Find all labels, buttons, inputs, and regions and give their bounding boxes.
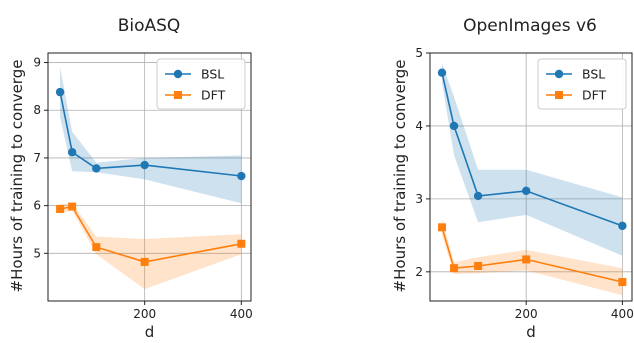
legend-label-bsl: BSL — [201, 67, 224, 82]
x-axis-label: d — [145, 323, 155, 341]
band-dft — [60, 203, 242, 290]
y-tick-label: 5 — [33, 246, 41, 260]
band-dft — [442, 219, 623, 296]
point-bsl — [437, 68, 447, 77]
legend-label-dft: DFT — [582, 88, 607, 103]
point-bsl — [449, 121, 459, 131]
point-bsl — [92, 164, 101, 173]
point-bsl — [140, 160, 149, 170]
y-axis-label: #Hours of training to converge — [391, 60, 409, 293]
point-dft — [450, 264, 459, 273]
point-dft — [68, 202, 77, 211]
y-tick-label: 8 — [33, 103, 41, 117]
legend-label-dft: DFT — [201, 88, 226, 103]
chart-title: OpenImages v6 — [463, 16, 597, 36]
band-bsl — [60, 67, 242, 204]
point-bsl — [55, 87, 65, 97]
legend-marker-dft — [174, 91, 182, 99]
legend-marker-bsl — [173, 69, 183, 79]
point-dft — [140, 257, 149, 266]
point-bsl — [473, 191, 483, 201]
y-tick-label: 4 — [415, 119, 423, 133]
point-dft — [237, 239, 246, 248]
y-tick-label: 6 — [33, 199, 41, 213]
point-dft — [618, 278, 627, 287]
point-dft — [92, 243, 101, 252]
chart-panel-0: BioASQ 200 400 5 6 7 8 9 d #Hours of training to … — [8, 16, 253, 341]
legend-marker-dft — [555, 91, 563, 99]
point-bsl — [237, 171, 246, 181]
y-tick-label: 9 — [33, 56, 41, 70]
y-tick-label: 5 — [415, 46, 423, 60]
x-tick-label: 400 — [611, 307, 634, 321]
y-tick-label: 2 — [415, 265, 423, 279]
point-dft — [522, 255, 531, 264]
x-tick-label: 200 — [515, 307, 538, 321]
chart-title: BioASQ — [118, 16, 181, 36]
point-bsl — [67, 148, 77, 157]
legend-label-bsl: BSL — [582, 67, 605, 82]
y-tick-label: 3 — [415, 192, 423, 206]
y-tick-label: 7 — [33, 151, 41, 165]
y-axis-label: #Hours of training to converge — [8, 60, 26, 293]
x-tick-label: 200 — [133, 307, 156, 321]
point-dft — [56, 204, 65, 213]
x-tick-label: 400 — [230, 307, 253, 321]
x-axis-label: d — [526, 323, 536, 341]
point-dft — [438, 223, 447, 232]
plot-frame — [47, 52, 252, 302]
point-bsl — [618, 221, 627, 231]
legend: BSL DFT — [156, 58, 246, 110]
plot-frame — [429, 52, 633, 302]
point-dft — [474, 261, 483, 270]
legend: BSL DFT — [537, 58, 627, 110]
point-bsl — [521, 186, 531, 196]
chart-panel-1: OpenImages v6 200 400 2 3 4 5 d #Hours of traini… — [391, 16, 634, 341]
legend-marker-bsl — [554, 69, 564, 79]
band-bsl — [442, 63, 623, 256]
